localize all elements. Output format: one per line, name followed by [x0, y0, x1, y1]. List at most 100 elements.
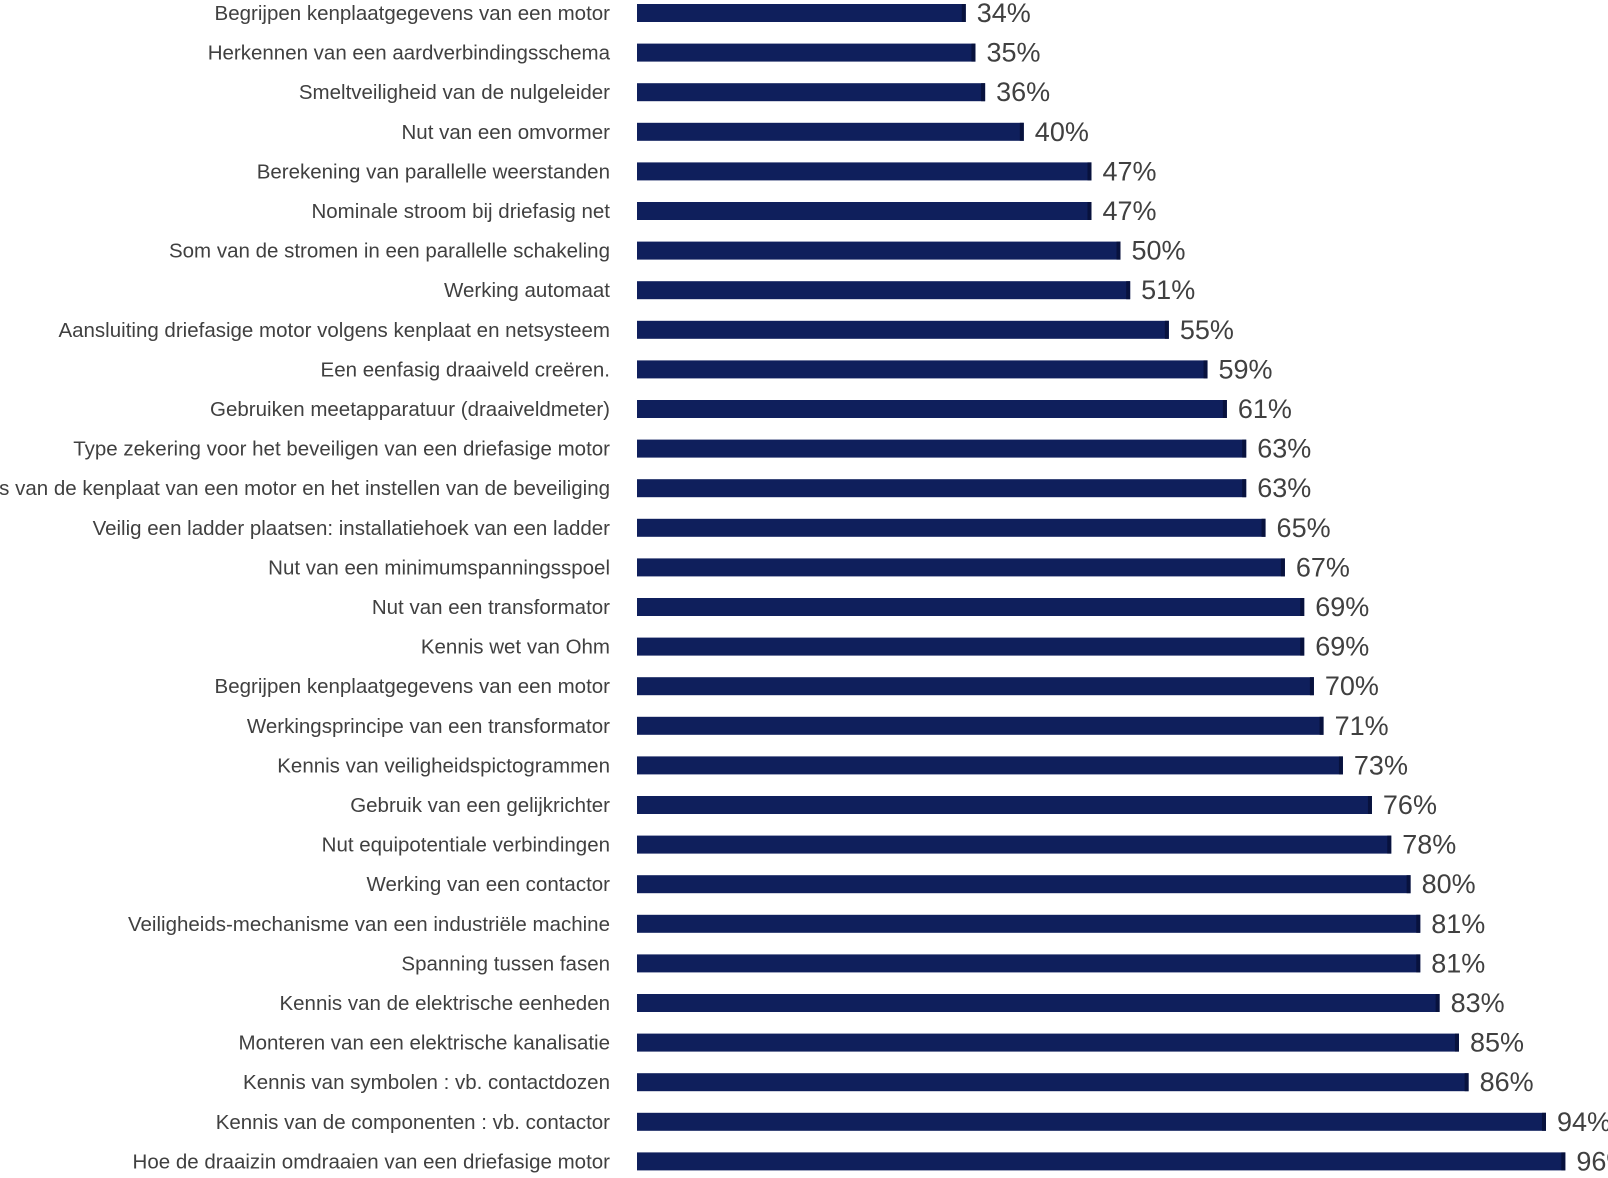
- category-tick-label: Nut van een transformator: [372, 596, 610, 619]
- bar: [637, 796, 1372, 814]
- bar: [637, 1033, 1459, 1052]
- data-label: 51%: [1141, 275, 1195, 305]
- data-label: 47%: [1102, 156, 1156, 186]
- category-tick-label: Kennis van symbolen : vb. contactdozen: [243, 1071, 610, 1094]
- data-label: 71%: [1335, 711, 1389, 741]
- data-label: 81%: [1431, 948, 1485, 978]
- category-tick-label: Gebruik van een gelijkrichter: [350, 794, 610, 817]
- data-label: 81%: [1431, 909, 1485, 939]
- bar-end-shade: [1242, 439, 1247, 458]
- category-tick-label: Herkennen van een aardverbindingsschema: [208, 42, 611, 65]
- category-tick-label: Veilig een ladder plaatsen: installatieh…: [93, 517, 611, 540]
- bar-end-shade: [1319, 716, 1324, 735]
- bar: [637, 122, 1024, 141]
- data-label: 36%: [996, 77, 1050, 107]
- category-tick-label: Smeltveiligheid van de nulgeleider: [299, 81, 610, 104]
- bar-end-shade: [1203, 360, 1208, 379]
- bar: [637, 875, 1411, 894]
- category-tick-label: Berekening van parallelle weerstanden: [257, 160, 610, 183]
- bar-end-shade: [1164, 320, 1169, 339]
- bar: [637, 835, 1392, 854]
- data-label: 94%: [1557, 1107, 1608, 1137]
- data-label: 34%: [977, 0, 1031, 28]
- data-label: 50%: [1132, 236, 1186, 266]
- bar: [637, 360, 1208, 379]
- bar-end-shade: [971, 43, 976, 62]
- category-tick-label: Type zekering voor het beveiligen van ee…: [73, 438, 610, 461]
- bar: [637, 677, 1314, 696]
- bar: [637, 1152, 1566, 1171]
- bar-end-shade: [1222, 400, 1227, 418]
- bar-end-shade: [1280, 558, 1285, 577]
- category-tick-label: Begrijpen kenplaatgegevens van een motor: [215, 675, 611, 698]
- bar-end-shade: [1116, 241, 1121, 260]
- bar-end-shade: [1454, 1033, 1459, 1052]
- category-labels-group: Begrijpen kenplaatgegevens van een motor…: [0, 2, 611, 1173]
- bar: [637, 479, 1247, 498]
- bars-group: [637, 4, 1566, 1171]
- category-tick-label: Som van de stromen in een parallelle sch…: [169, 240, 610, 263]
- data-label: 35%: [986, 38, 1040, 68]
- category-tick-label: Kennis van de componenten : vb. contacto…: [216, 1111, 610, 1134]
- bar: [637, 637, 1305, 656]
- bar: [637, 914, 1421, 933]
- bar-end-shade: [1338, 756, 1343, 775]
- data-label: 63%: [1257, 434, 1311, 464]
- data-label: 59%: [1219, 354, 1273, 384]
- data-label: 65%: [1277, 513, 1331, 543]
- data-label: 63%: [1257, 473, 1311, 503]
- data-label: 76%: [1383, 790, 1437, 820]
- bar-end-shade: [1435, 994, 1440, 1012]
- bar: [637, 954, 1421, 973]
- category-tick-label: Gebruiken meetapparatuur (draaiveldmeter…: [210, 398, 610, 421]
- bar-end-shade: [1087, 162, 1092, 181]
- bar: [637, 320, 1169, 339]
- bar-end-shade: [1300, 637, 1305, 656]
- category-tick-label: Kennis van de elektrische eenheden: [279, 992, 610, 1015]
- category-tick-label: Werking automaat: [444, 279, 610, 302]
- bar: [637, 241, 1121, 260]
- bar-end-shade: [1387, 835, 1392, 854]
- category-tick-label: Aansluiting driefasige motor volgens ken…: [58, 319, 610, 342]
- bar-end-shade: [1561, 1152, 1566, 1171]
- bar: [637, 4, 966, 22]
- category-tick-label: Een eenfasig draaiveld creëren.: [321, 358, 610, 381]
- data-label: 86%: [1480, 1067, 1534, 1097]
- bar-end-shade: [1464, 1073, 1469, 1092]
- data-label: 85%: [1470, 1028, 1524, 1058]
- category-tick-label: Nut van een omvormer: [401, 121, 610, 144]
- value-labels-group: 34% 35% 36% 40% 47% 47% 50% 51% 55% 59% 61% 63% 63% 6…: [977, 0, 1608, 1176]
- bar: [637, 994, 1440, 1012]
- category-tick-label: Nut van een minimumspanningsspoel: [268, 556, 610, 579]
- bar: [637, 756, 1343, 775]
- bar: [637, 43, 976, 62]
- data-label: 70%: [1325, 671, 1379, 701]
- data-label: 80%: [1422, 869, 1476, 899]
- bar: [637, 439, 1247, 458]
- data-label: 67%: [1296, 552, 1350, 582]
- data-label: 69%: [1315, 592, 1369, 622]
- bar-end-shade: [1416, 954, 1421, 973]
- category-tick-label: Werkingsprincipe van een transformator: [247, 715, 610, 738]
- category-tick-label: Spanning tussen fasen: [401, 952, 610, 975]
- category-tick-label: Kennis van de kenplaat van een motor en …: [0, 477, 610, 500]
- bar-end-shade: [1416, 914, 1421, 933]
- bar: [637, 162, 1092, 181]
- bar: [637, 202, 1092, 220]
- bar: [637, 518, 1266, 537]
- data-label: 96%: [1576, 1146, 1608, 1176]
- data-label: 47%: [1102, 196, 1156, 226]
- bar: [637, 598, 1305, 616]
- bar-end-shade: [1261, 518, 1266, 537]
- category-tick-label: Begrijpen kenplaatgegevens van een motor: [215, 2, 611, 25]
- bar-end-shade: [981, 83, 986, 102]
- bar: [637, 281, 1131, 300]
- bar-end-shade: [1242, 479, 1247, 498]
- category-tick-label: Veiligheids-mechanisme van een industrië…: [128, 913, 610, 936]
- data-label: 40%: [1035, 117, 1089, 147]
- bar-end-shade: [1300, 598, 1305, 616]
- category-tick-label: Werking van een contactor: [367, 873, 611, 896]
- bar: [637, 1073, 1469, 1092]
- data-label: 83%: [1451, 988, 1505, 1018]
